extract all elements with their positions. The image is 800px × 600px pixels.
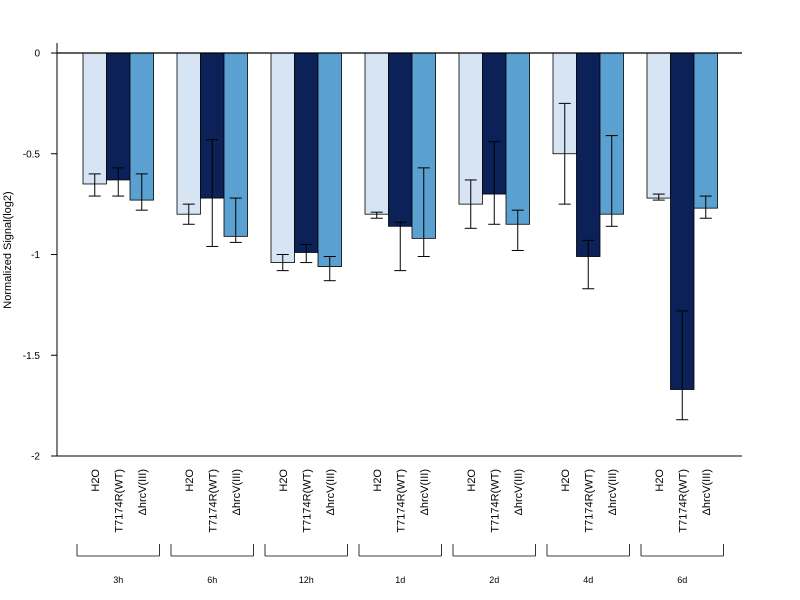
bar: [317, 52, 342, 267]
bar: [693, 52, 718, 209]
bar-category-label: H2O: [90, 469, 102, 492]
y-tick-label: -1: [31, 250, 40, 261]
group-label: 4d: [583, 575, 593, 585]
bar-category-label: H2O: [466, 469, 478, 492]
y-tick-label: -1.5: [23, 351, 41, 362]
group-label: 2d: [489, 575, 499, 585]
bar-category-label: H2O: [560, 469, 572, 492]
bar-category-label: H2O: [278, 469, 290, 492]
bar: [294, 52, 319, 253]
group-label: 3h: [113, 575, 123, 585]
bar-category-label: T7174R(WT): [301, 469, 313, 533]
bar-category-label: ΔhrcV(III): [325, 469, 337, 515]
bar: [82, 52, 107, 185]
group-label: 6d: [677, 575, 687, 585]
error-bars-layer: [88, 102, 712, 421]
bar-category-label: T7174R(WT): [113, 469, 125, 533]
bar-category-label: ΔhrcV(III): [513, 469, 525, 515]
bar-category-label: ΔhrcV(III): [231, 469, 243, 515]
group-label: 12h: [299, 575, 314, 585]
bar-category-label: H2O: [654, 469, 666, 492]
bar-category-label: ΔhrcV(III): [137, 469, 149, 515]
y-tick-label: 0: [34, 49, 40, 60]
bar-category-label: T7174R(WT): [583, 469, 595, 533]
bar: [364, 52, 389, 215]
bar-category-label: ΔhrcV(III): [701, 469, 713, 515]
bar-category-label: T7174R(WT): [207, 469, 219, 533]
bar-category-label: T7174R(WT): [395, 469, 407, 533]
y-axis-label: Normalized Signal(log2): [2, 191, 14, 308]
group-label: 6h: [207, 575, 217, 585]
bar-category-label: T7174R(WT): [489, 469, 501, 533]
bar: [176, 52, 201, 215]
bar-category-label: H2O: [372, 469, 384, 492]
bar: [106, 52, 131, 181]
bar: [505, 52, 530, 225]
group-brackets-layer: 3h 6h 12h 1d 2d 4d 6d: [76, 544, 724, 585]
bar-category-label: ΔhrcV(III): [419, 469, 431, 515]
y-tick-label: -2: [31, 452, 40, 463]
bar: [388, 52, 413, 227]
axes-layer: [56, 43, 742, 457]
bar: [270, 52, 295, 263]
y-ticks-layer: 0 -0.5 -1 -1.5 -2: [23, 49, 57, 463]
bar-category-label: H2O: [184, 469, 196, 492]
bar-category-label: T7174R(WT): [677, 469, 689, 533]
bar: [646, 52, 671, 199]
bars-layer: [82, 52, 718, 390]
y-tick-label: -0.5: [23, 149, 41, 160]
category-labels-layer: H2O T7174R(WT) ΔhrcV(III) H2O T7174R(WT) Δhrc…: [90, 469, 713, 533]
bar-category-label: ΔhrcV(III): [607, 469, 619, 515]
bar: [576, 52, 601, 257]
group-label: 1d: [395, 575, 405, 585]
